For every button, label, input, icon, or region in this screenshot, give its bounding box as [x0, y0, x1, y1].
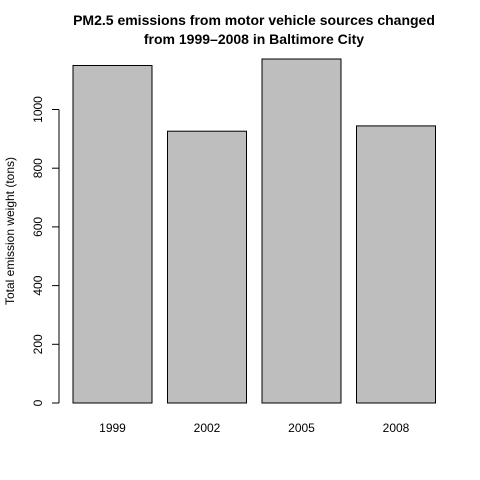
chart-title-line-1: PM2.5 emissions from motor vehicle sourc…: [73, 12, 435, 28]
x-tick-label-1999: 1999: [99, 421, 126, 435]
y-tick-label-800: 800: [31, 158, 45, 178]
y-axis: 0 200 400 600 800 1000: [31, 96, 60, 406]
y-tick-label-400: 400: [31, 275, 45, 295]
bar-1999: [72, 65, 153, 404]
x-tick-label-2002: 2002: [194, 421, 221, 435]
bar-2005: [261, 58, 342, 404]
x-tick-label-2005: 2005: [288, 421, 315, 435]
bar-2008: [356, 125, 436, 404]
y-tick-label-1000: 1000: [31, 96, 45, 123]
bars-group: [72, 58, 436, 404]
bar-2002: [167, 130, 247, 404]
x-axis-labels: 1999 2002 2005 2008: [99, 421, 410, 435]
y-axis-label: Total emission weight (tons): [3, 157, 17, 305]
chart-title-line-2: from 1999–2008 in Baltimore City: [144, 31, 364, 47]
y-tick-label-600: 600: [31, 217, 45, 237]
y-tick-label-0: 0: [31, 399, 45, 406]
x-tick-label-2008: 2008: [383, 421, 410, 435]
y-tick-label-200: 200: [31, 334, 45, 354]
